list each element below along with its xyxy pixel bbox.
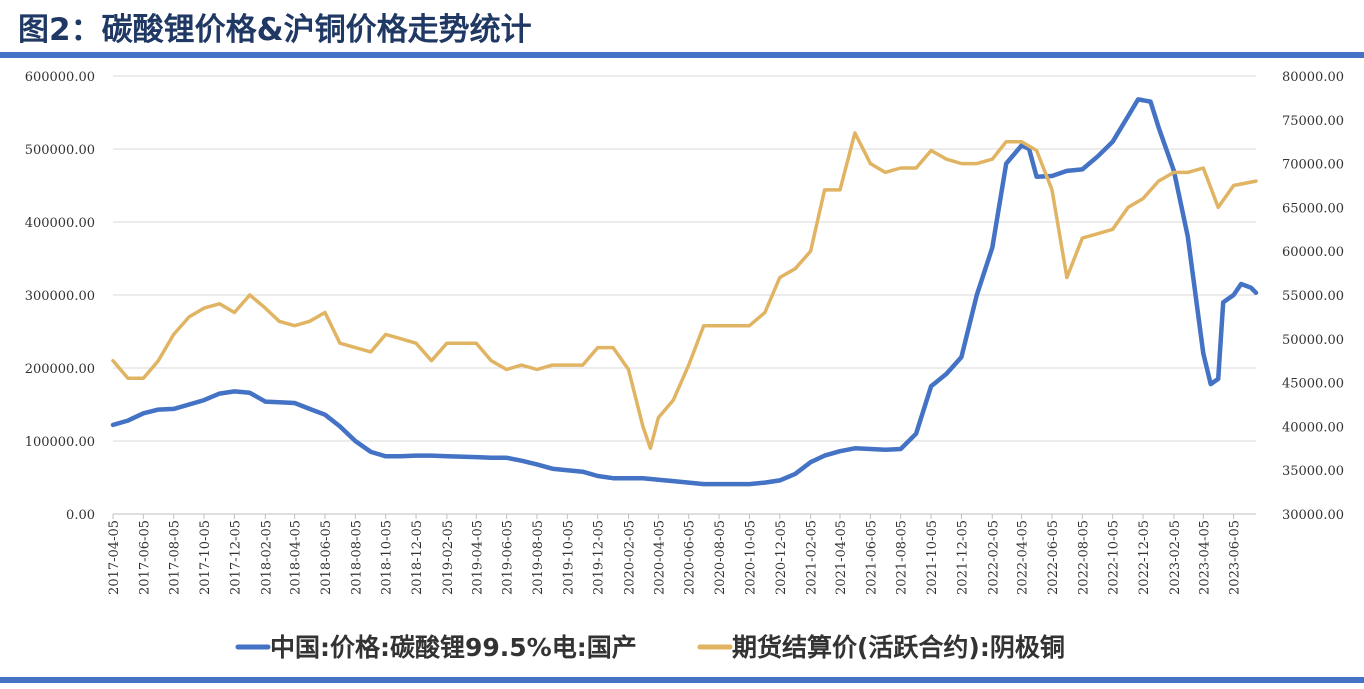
x-tick-label: 2023-02-05 xyxy=(1168,520,1183,595)
series-line-lithium-carbonate xyxy=(110,97,1259,487)
x-tick-label: 2022-08-05 xyxy=(1076,520,1091,595)
left-tick-label: 100000.00 xyxy=(25,435,95,450)
right-tick-label: 75000.00 xyxy=(1282,114,1344,129)
x-tick-label: 2022-12-05 xyxy=(1137,520,1152,595)
x-tick-label: 2019-06-05 xyxy=(501,520,516,595)
right-tick-label: 45000.00 xyxy=(1282,377,1344,392)
x-tick-label: 2018-12-05 xyxy=(410,520,425,595)
x-tick-label: 2019-10-05 xyxy=(561,520,576,595)
x-tick-label: 2017-12-05 xyxy=(228,520,243,595)
series-line-copper xyxy=(111,131,1258,451)
x-tick-label: 2020-12-05 xyxy=(774,520,789,595)
right-tick-label: 35000.00 xyxy=(1282,464,1344,479)
left-tick-label: 0.00 xyxy=(66,508,95,523)
x-tick-label: 2021-06-05 xyxy=(864,520,879,595)
right-tick-label: 55000.00 xyxy=(1282,289,1344,304)
legend-label: 期货结算价(活跃合约):阴极铜 xyxy=(732,633,1065,662)
x-tick-label: 2018-06-05 xyxy=(319,520,334,595)
x-tick-label: 2020-10-05 xyxy=(743,520,758,595)
x-tick-label: 2022-10-05 xyxy=(1107,520,1122,595)
x-tick-label: 2022-02-05 xyxy=(986,520,1001,595)
left-tick-label: 200000.00 xyxy=(25,362,95,377)
right-tick-label: 40000.00 xyxy=(1282,420,1344,435)
x-tick-label: 2021-04-05 xyxy=(834,520,849,595)
left-tick-label: 500000.00 xyxy=(25,143,95,158)
x-tick-label: 2019-04-05 xyxy=(470,520,485,595)
right-axis-ticks: 30000.00 35000.00 40000.00 45000.00 50000.00… xyxy=(1282,70,1344,523)
x-tick-label: 2018-04-05 xyxy=(289,520,304,595)
chart-title: 图2：碳酸锂价格&沪铜价格走势统计 xyxy=(18,12,532,48)
right-tick-label: 30000.00 xyxy=(1282,508,1344,523)
series-lines xyxy=(110,97,1259,487)
x-tick-label: 2022-06-05 xyxy=(1046,520,1061,595)
x-axis-ticks: 2017-04-05 2017-06-05 2017-08-05 2017-10-05… xyxy=(107,514,1243,595)
right-tick-label: 60000.00 xyxy=(1282,245,1344,260)
right-tick-label: 80000.00 xyxy=(1282,70,1344,85)
x-tick-label: 2023-04-05 xyxy=(1197,520,1212,595)
x-tick-label: 2021-10-05 xyxy=(925,520,940,595)
x-tick-label: 2020-06-05 xyxy=(683,520,698,595)
left-tick-label: 300000.00 xyxy=(25,289,95,304)
gridlines xyxy=(113,75,1256,515)
x-tick-label: 2018-02-05 xyxy=(259,520,274,595)
x-tick-label: 2019-02-05 xyxy=(441,520,456,595)
x-tick-label: 2017-04-05 xyxy=(107,520,122,595)
x-tick-label: 2021-02-05 xyxy=(805,520,820,595)
x-tick-label: 2023-06-05 xyxy=(1228,520,1243,595)
x-tick-label: 2017-06-05 xyxy=(137,520,152,595)
x-tick-label: 2018-10-05 xyxy=(380,520,395,595)
right-tick-label: 65000.00 xyxy=(1282,201,1344,216)
legend-label: 中国:价格:碳酸锂99.5%电:国产 xyxy=(270,633,637,662)
x-tick-label: 2020-02-05 xyxy=(623,520,638,595)
x-tick-label: 2020-04-05 xyxy=(652,520,667,595)
x-tick-label: 2020-08-05 xyxy=(713,520,728,595)
x-tick-label: 2017-10-05 xyxy=(198,520,213,595)
x-tick-label: 2018-08-05 xyxy=(349,520,364,595)
bottom-rule xyxy=(0,677,1364,683)
x-tick-label: 2019-08-05 xyxy=(531,520,546,595)
left-tick-label: 600000.00 xyxy=(25,70,95,85)
x-tick-label: 2021-08-05 xyxy=(895,520,910,595)
legend: 中国:价格:碳酸锂99.5%电:国产 期货结算价(活跃合约):阴极铜 xyxy=(235,633,1065,662)
right-tick-label: 50000.00 xyxy=(1282,333,1344,348)
x-tick-label: 2021-12-05 xyxy=(955,520,970,595)
left-axis-ticks: 0.00 100000.00 200000.00 300000.00 400000.00… xyxy=(25,70,95,523)
top-rule xyxy=(0,52,1364,58)
right-tick-label: 70000.00 xyxy=(1282,158,1344,173)
x-tick-label: 2019-12-05 xyxy=(592,520,607,595)
left-tick-label: 400000.00 xyxy=(25,216,95,231)
x-tick-label: 2017-08-05 xyxy=(168,520,183,595)
x-tick-label: 2022-04-05 xyxy=(1016,520,1031,595)
